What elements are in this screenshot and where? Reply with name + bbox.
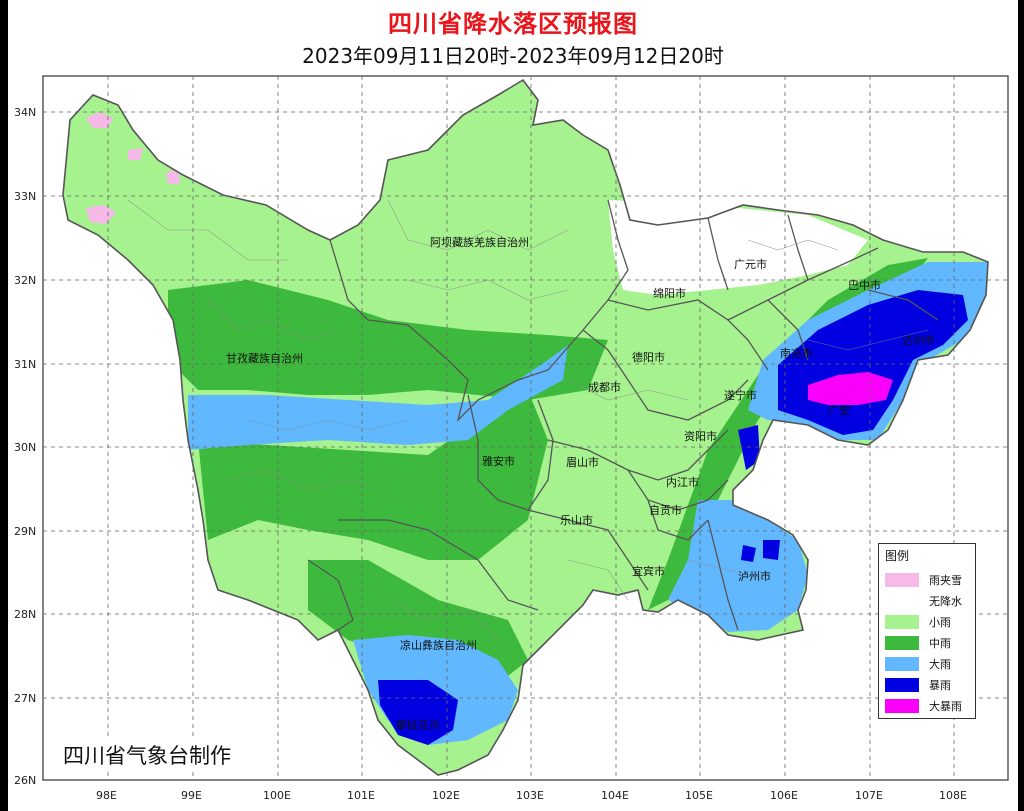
lat-label: 30N: [14, 441, 36, 454]
city-label-guangan: 广安: [828, 403, 850, 417]
city-label-bazhong: 巴中市: [848, 278, 881, 292]
lat-label: 29N: [14, 525, 36, 538]
city-label-panzhihua: 攀枝花市: [396, 718, 440, 732]
legend-swatch: [885, 594, 919, 608]
city-label-mianyang: 绵阳市: [653, 286, 686, 300]
lon-label: 105E: [685, 789, 713, 802]
legend-item: 大雨: [885, 655, 973, 673]
legend-item: 小雨: [885, 613, 973, 631]
lon-label: 99E: [181, 789, 202, 802]
city-label-neijiang: 内江市: [666, 475, 699, 489]
legend-item: 雨夹雪: [885, 571, 973, 589]
lat-label: 32N: [14, 274, 36, 287]
city-label-guangyuan: 广元市: [734, 257, 767, 271]
county-boundaries: [127, 199, 929, 641]
city-label-dazhou: 达州市: [902, 333, 935, 347]
legend-item: 暴雨: [885, 676, 973, 694]
lon-label: 98E: [96, 789, 117, 802]
legend-label: 小雨: [929, 616, 951, 629]
lat-label: 27N: [14, 692, 36, 705]
city-label-zigong: 自贡市: [649, 503, 682, 517]
region-label-liangshan: 凉山彝族自治州: [400, 638, 477, 652]
lat-label: 34N: [14, 106, 36, 119]
legend-label: 大雨: [929, 658, 951, 671]
city-label-luzhou: 泸州市: [738, 569, 771, 583]
lon-label: 102E: [432, 789, 460, 802]
lon-label: 100E: [263, 789, 291, 802]
legend-swatch: [885, 657, 919, 671]
city-label-suining: 遂宁市: [724, 388, 757, 402]
city-label-yaan: 雅安市: [482, 454, 515, 468]
lon-label: 106E: [770, 789, 798, 802]
lat-label: 33N: [14, 190, 36, 203]
forecast-figure: 四川省降水落区预报图 2023年09月11日20时-2023年09月12日20时: [8, 0, 1018, 811]
city-label-leshan: 乐山市: [560, 513, 593, 527]
lon-label: 103E: [516, 789, 544, 802]
lon-label: 104E: [601, 789, 629, 802]
credit-text: 四川省气象台制作: [61, 740, 233, 770]
region-label-ganzi: 甘孜藏族自治州: [226, 351, 303, 365]
legend-item: 无降水: [885, 592, 973, 610]
city-label-yibin: 宜宾市: [632, 564, 665, 578]
region-label-aba: 阿坝藏族羌族自治州: [430, 235, 529, 249]
legend-label: 暴雨: [929, 679, 951, 692]
lat-label: 31N: [14, 358, 36, 371]
legend-item: 中雨: [885, 634, 973, 652]
graticule: [43, 76, 1008, 780]
legend-swatch: [885, 615, 919, 629]
map-title: 四川省降水落区预报图: [388, 10, 638, 38]
legend-label: 无降水: [929, 595, 962, 608]
city-label-meishan: 眉山市: [566, 455, 599, 469]
lon-label: 107E: [855, 789, 883, 802]
lon-labels: 98E 99E 100E 101E 102E 103E 104E 105E 10…: [96, 789, 967, 802]
precipitation-map: 34N 33N 32N 31N 30N 29N 28N 27N 26N 98E …: [14, 75, 1009, 802]
province-boundary: [62, 78, 989, 776]
lat-label: 26N: [14, 774, 36, 787]
city-label-nanchong: 南充市: [780, 346, 813, 360]
city-label-chengdu: 成都市: [588, 380, 621, 394]
legend-item: 大暴雨: [885, 697, 973, 715]
prefecture-boundaries: [307, 199, 939, 631]
lat-label: 28N: [14, 608, 36, 621]
lon-label: 101E: [347, 789, 375, 802]
city-label-deyang: 德阳市: [632, 350, 665, 364]
legend-swatch: [885, 678, 919, 692]
legend: 图例 雨夹雪 无降水 小雨 中雨 大雨 暴雨 大暴雨: [878, 543, 976, 719]
city-label-ziyang: 资阳市: [684, 429, 717, 443]
lon-label: 108E: [939, 789, 967, 802]
legend-label: 雨夹雪: [929, 574, 962, 587]
legend-swatch: [885, 573, 919, 587]
legend-title: 图例: [885, 549, 910, 563]
legend-label: 中雨: [929, 637, 951, 650]
lat-labels: 34N 33N 32N 31N 30N 29N 28N 27N 26N: [14, 106, 36, 787]
legend-swatch: [885, 699, 919, 713]
map-subtitle: 2023年09月11日20时-2023年09月12日20时: [302, 44, 724, 68]
legend-swatch: [885, 636, 919, 650]
legend-label: 大暴雨: [929, 700, 962, 713]
